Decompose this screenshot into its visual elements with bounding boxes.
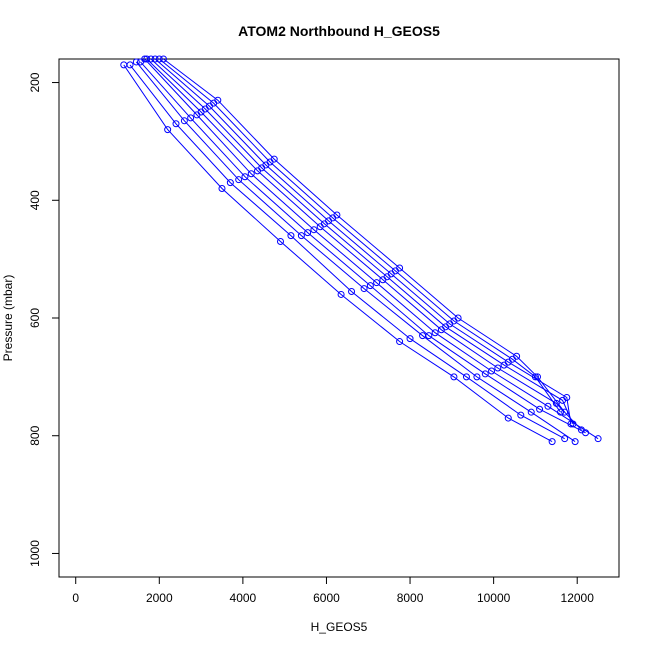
data-point <box>561 435 569 443</box>
data-point <box>571 438 579 446</box>
series-line <box>158 58 561 413</box>
y-tick-label: 1000 <box>28 540 42 567</box>
x-tick-label: 4000 <box>230 591 257 605</box>
data-point <box>534 373 542 381</box>
y-tick-label: 400 <box>28 190 42 210</box>
data-point <box>304 229 312 237</box>
data-point <box>247 170 255 178</box>
x-tick-label: 8000 <box>397 591 424 605</box>
data-point <box>527 408 535 416</box>
data-point <box>214 96 222 104</box>
data-point <box>310 226 318 234</box>
series-1 <box>126 61 569 443</box>
series-line <box>123 64 553 443</box>
y-axis: 200 400 600 800 1000 <box>28 72 60 567</box>
data-point <box>431 329 439 337</box>
data-point <box>218 185 226 192</box>
data-point <box>164 126 172 134</box>
x-tick-label: 12000 <box>561 591 595 605</box>
series-0 <box>120 61 556 446</box>
series-7 <box>151 55 575 428</box>
series-line <box>135 61 576 443</box>
data-point <box>276 237 284 245</box>
data-point <box>488 367 496 375</box>
data-point <box>126 61 134 69</box>
series-layer <box>120 55 602 446</box>
data-point <box>536 405 544 413</box>
data-point <box>561 408 569 416</box>
data-point <box>143 55 151 63</box>
data-point <box>297 232 305 240</box>
series-line <box>154 58 572 425</box>
series-2 <box>132 58 579 446</box>
y-tick-label: 600 <box>28 308 42 328</box>
series-6 <box>147 55 577 428</box>
data-point <box>360 285 368 293</box>
x-tick-label: 0 <box>72 591 79 605</box>
y-tick-label: 200 <box>28 72 42 92</box>
data-point <box>548 438 556 446</box>
series-line <box>146 58 582 431</box>
x-tick-label: 2000 <box>146 591 173 605</box>
series-line <box>140 61 586 434</box>
data-point <box>337 290 345 298</box>
x-axis-label: H_GEOS5 <box>311 620 368 634</box>
data-point <box>450 373 458 381</box>
data-point <box>187 114 195 122</box>
series-4 <box>141 55 602 443</box>
data-point <box>406 335 414 343</box>
data-point <box>396 338 404 346</box>
series-9 <box>159 55 569 416</box>
data-point <box>556 408 564 416</box>
data-point <box>241 173 249 181</box>
data-point <box>569 420 577 428</box>
data-point <box>235 176 243 184</box>
series-8 <box>155 55 564 416</box>
data-point <box>120 61 128 69</box>
series-line <box>163 58 566 413</box>
data-point <box>494 364 502 372</box>
data-point <box>544 402 552 410</box>
data-point <box>226 179 234 187</box>
data-point <box>147 55 155 63</box>
y-tick-label: 800 <box>28 425 42 445</box>
data-point <box>577 426 585 434</box>
series-line <box>129 64 565 440</box>
data-point <box>132 58 140 66</box>
data-point <box>454 314 462 322</box>
data-point <box>180 117 188 125</box>
series-line <box>150 58 574 425</box>
plot-frame <box>58 58 620 578</box>
data-point <box>333 211 341 219</box>
data-point <box>155 55 163 63</box>
chart-title: ATOM2 Northbound H_GEOS5 <box>238 23 440 39</box>
data-point <box>373 279 381 287</box>
data-point <box>172 120 180 128</box>
data-point <box>531 373 539 381</box>
data-point <box>462 373 470 381</box>
x-tick-label: 10000 <box>477 591 511 605</box>
series-line <box>144 58 599 440</box>
data-point <box>425 332 433 340</box>
data-point <box>159 55 167 63</box>
data-point <box>270 155 278 163</box>
data-point <box>504 414 512 422</box>
data-point <box>481 370 489 378</box>
data-point <box>567 420 575 428</box>
data-point <box>366 282 374 290</box>
data-point <box>287 232 295 240</box>
x-axis: 0 2000 4000 6000 8000 10000 12000 <box>72 576 595 605</box>
y-axis-label: Pressure (mbar) <box>1 275 15 362</box>
data-point <box>513 352 521 360</box>
data-point <box>151 55 159 63</box>
data-point <box>517 411 525 419</box>
data-point <box>396 264 404 272</box>
x-tick-label: 6000 <box>313 591 340 605</box>
series-3 <box>136 58 590 437</box>
data-point <box>594 435 602 443</box>
data-point <box>473 373 481 381</box>
data-point <box>348 288 356 296</box>
data-point <box>563 393 571 401</box>
